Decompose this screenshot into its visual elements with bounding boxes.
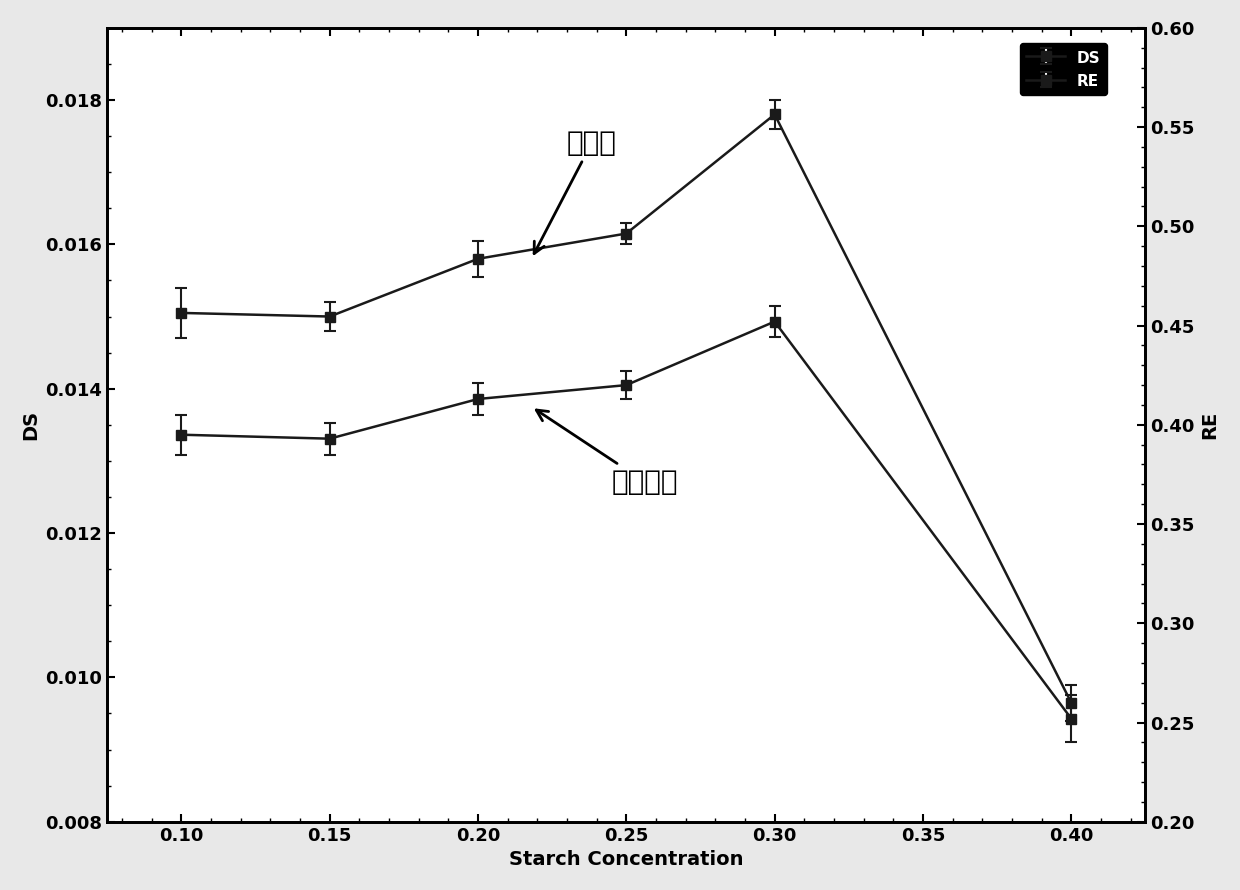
X-axis label: Starch Concentration: Starch Concentration [510, 850, 744, 870]
Y-axis label: DS: DS [21, 409, 40, 440]
Text: 反应速率: 反应速率 [537, 410, 678, 496]
Legend: DS, RE: DS, RE [1021, 44, 1106, 95]
Text: 取代度: 取代度 [534, 128, 616, 254]
Y-axis label: RE: RE [1200, 410, 1219, 439]
